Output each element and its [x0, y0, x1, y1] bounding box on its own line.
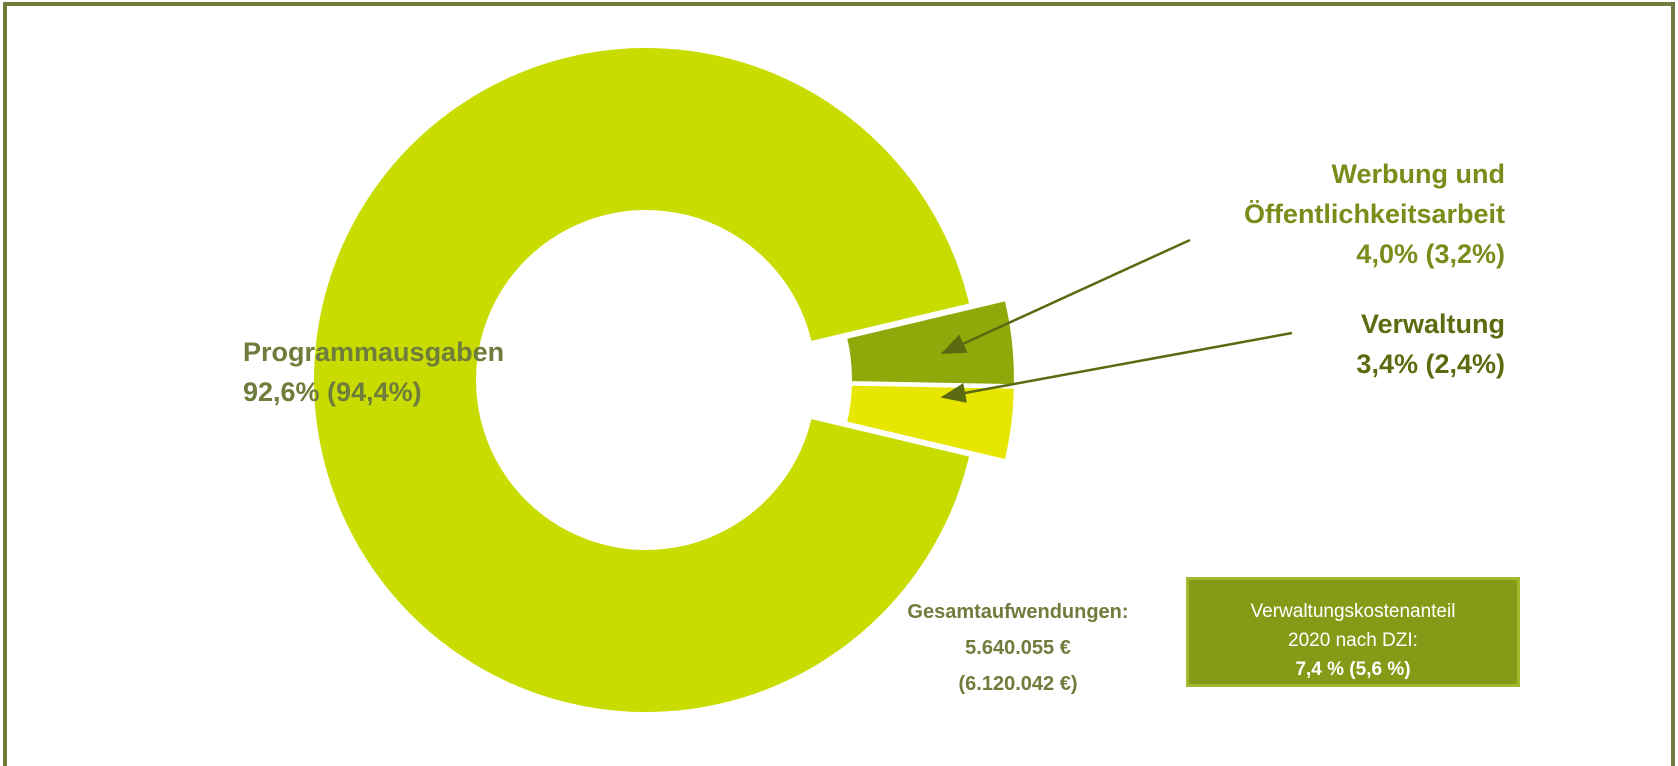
category-label: Werbung und Öffentlichkeitsarbeit — [1243, 159, 1505, 229]
category-label: Programmausgaben — [243, 337, 505, 367]
frame — [3, 2, 1675, 766]
category-label: Verwaltung — [1360, 309, 1505, 339]
info-text: Verwaltungskostenanteil — [1250, 601, 1456, 622]
value-label: 92,6% (94,4%) — [243, 377, 422, 407]
arrow — [940, 238, 1191, 355]
arrow — [940, 331, 1293, 403]
value-label: 4,0% (3,2%) — [1356, 239, 1505, 269]
annotation: (6.120.042 €) — [958, 673, 1078, 695]
slice-label: Werbung und Öffentlichkeitsarbeit 4,0% (… — [1165, 154, 1505, 274]
slice — [847, 301, 1014, 385]
slice-label: Verwaltung 3,4% (2,4%) — [1165, 304, 1505, 384]
info-text: 2020 nach DZI: — [1288, 630, 1418, 651]
total-annotation: Gesamtaufwendungen: 5.640.055 € (6.120.0… — [858, 594, 1178, 702]
slice-label: Programmausgaben 92,6% (94,4%) — [243, 332, 504, 412]
info-text: 7,4 % (5,6 %) — [1295, 659, 1411, 680]
value-label: 3,4% (2,4%) — [1356, 349, 1505, 379]
annotation: Gesamtaufwendungen: — [907, 601, 1129, 623]
slice — [847, 385, 1014, 459]
slice — [314, 47, 970, 712]
info-box: Verwaltungskostenanteil 2020 nach DZI: 7… — [1186, 577, 1520, 687]
annotation: 5.640.055 € — [965, 637, 1071, 659]
